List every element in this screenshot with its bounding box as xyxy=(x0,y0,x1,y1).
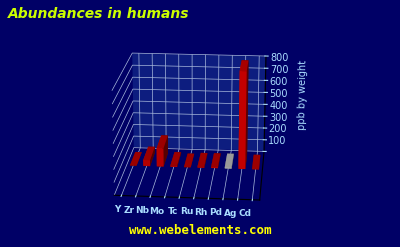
Text: www.webelements.com: www.webelements.com xyxy=(129,224,271,237)
Text: Abundances in humans: Abundances in humans xyxy=(8,7,190,21)
